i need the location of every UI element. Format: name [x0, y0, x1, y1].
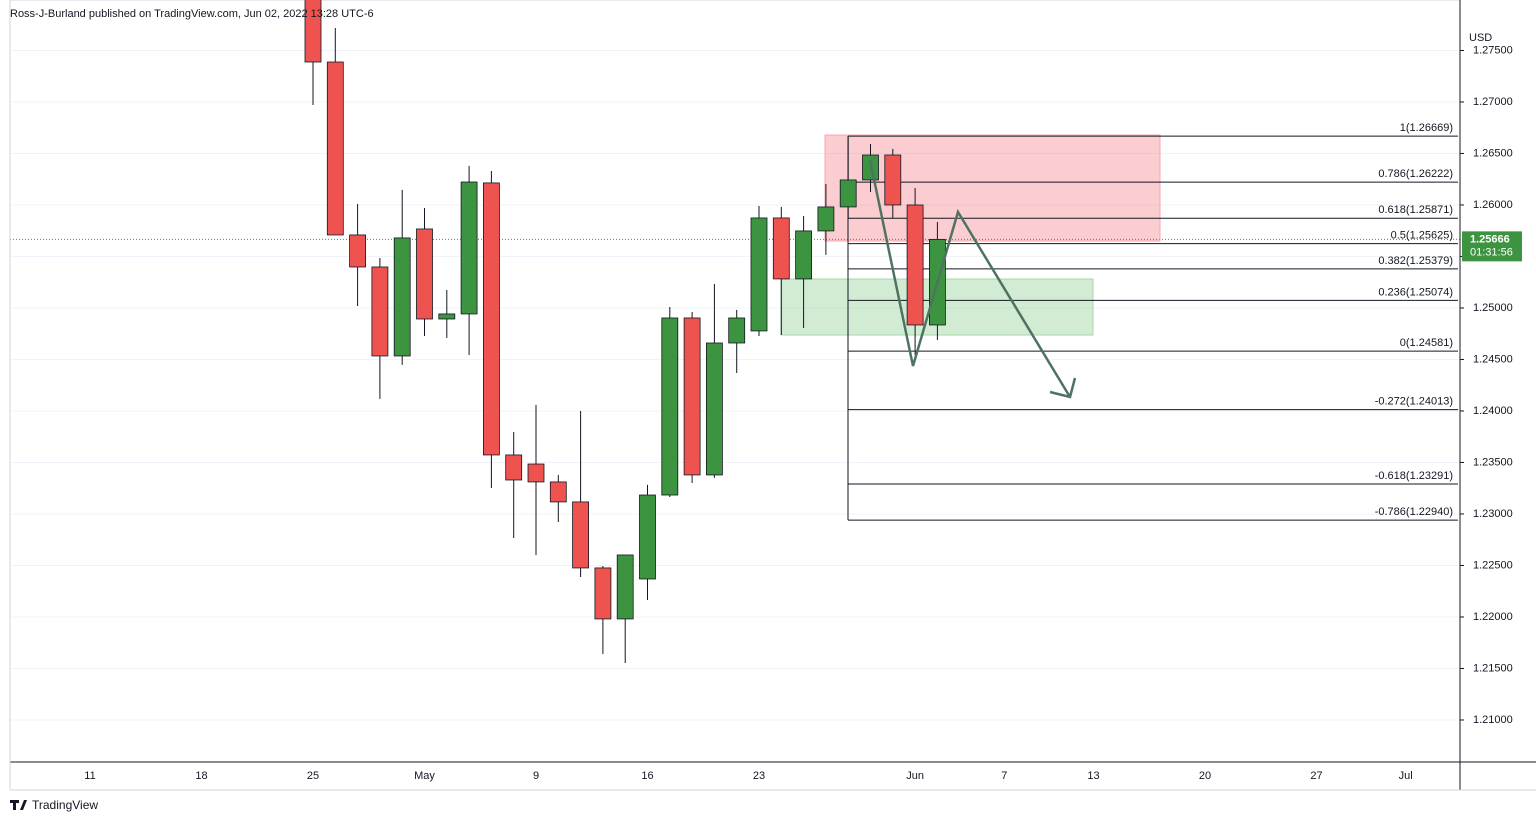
y-tick-label: 1.27500 [1473, 44, 1513, 56]
y-tick-label: 1.21000 [1473, 714, 1513, 726]
x-tick-label: 13 [1087, 770, 1099, 782]
y-tick-label: 1.26000 [1473, 199, 1513, 211]
candle-body [817, 206, 835, 232]
x-tick-label: 7 [1001, 770, 1007, 782]
supply-zone [824, 134, 1161, 242]
candle-body [438, 313, 456, 320]
fib-level-label: 0.5(1.25625) [1391, 230, 1453, 242]
fib-level-label: -0.618(1.23291) [1375, 470, 1453, 482]
y-tick-label: 1.23500 [1473, 456, 1513, 468]
fib-level-label: 0.236(1.25074) [1378, 286, 1453, 298]
candle-body [304, 0, 322, 63]
candle-body [393, 237, 411, 357]
fib-retracement: 1(1.26669) 0.786(1.26222) 0.618(1.25871) 0.… [847, 122, 1458, 521]
candle-body [683, 317, 701, 476]
candle-body [460, 181, 478, 315]
x-tick-label: Jul [1399, 770, 1413, 782]
candle-body [661, 317, 679, 496]
unit-bg [1462, 28, 1522, 46]
brand-text: TradingView [32, 798, 98, 812]
y-tick-label: 1.21500 [1473, 662, 1513, 674]
candle-body [505, 454, 523, 481]
x-tick-label: 18 [195, 770, 207, 782]
fib-level-label: 1(1.26669) [1400, 122, 1453, 134]
y-tick-label: 1.23000 [1473, 508, 1513, 520]
candle-body [795, 230, 812, 280]
candle-body [639, 494, 656, 580]
x-tick-label: 20 [1199, 770, 1211, 782]
x-tick-label: 27 [1310, 770, 1322, 782]
last-price-tag [1462, 231, 1522, 262]
y-tick-label: 1.27000 [1473, 96, 1513, 108]
candle-body [728, 317, 746, 344]
plot-area [9, 0, 1461, 763]
candle-body [706, 342, 723, 476]
candle-body [750, 217, 768, 332]
y-tick-label: 1.22500 [1473, 559, 1513, 571]
candle-body [772, 217, 790, 280]
projection-path [868, 159, 1072, 398]
logo-mark [10, 800, 27, 810]
y-tick-label: 1.24500 [1473, 353, 1513, 365]
candle-body [527, 463, 545, 483]
fib-level-label: 0(1.24581) [1400, 337, 1453, 349]
fib-level-label: -0.272(1.24013) [1375, 396, 1453, 408]
y-tick-label: 1.26500 [1473, 147, 1513, 159]
y-tick-label: 1.25000 [1473, 302, 1513, 314]
candle-body [906, 204, 924, 326]
arrow-head [1049, 377, 1077, 399]
x-tick-label: 16 [641, 770, 653, 782]
countdown-label: 01:31:56 [1470, 246, 1513, 258]
candle-body [482, 182, 500, 456]
x-tick-label: 11 [84, 770, 95, 782]
fib-level-label: -0.786(1.22940) [1375, 506, 1453, 518]
candle-body [884, 154, 902, 206]
candle-body [371, 266, 389, 357]
x-tick-label: 23 [753, 770, 765, 782]
last-price-label: 1.25666 [1470, 233, 1510, 245]
y-unit: USD [1469, 32, 1492, 44]
candle-body [594, 567, 612, 620]
candle-body [416, 228, 433, 320]
x-tick-label: May [414, 770, 435, 782]
fib-level-label: 0.618(1.25871) [1378, 204, 1453, 216]
y-tick-label: 1.24000 [1473, 405, 1513, 417]
candle-body [572, 501, 589, 569]
candle-body [326, 61, 344, 236]
fib-level-label: 0.786(1.26222) [1378, 168, 1453, 180]
candle-body [549, 481, 567, 503]
grid [10, 49, 1460, 721]
brand-logo: TradingView [10, 798, 98, 812]
candle-body [349, 234, 367, 268]
x-tick-label: Jun [906, 770, 924, 782]
x-tick-label: 25 [307, 770, 319, 782]
candle-body [839, 179, 857, 208]
y-tick-label: 1.22000 [1473, 611, 1513, 623]
publisher-header: Ross-J-Burland published on TradingView.… [10, 8, 374, 20]
axes: 1.275001.270001.265001.260001.255001.250… [84, 44, 1522, 782]
x-tick-label: 9 [533, 770, 539, 782]
fib-level-label: 0.382(1.25379) [1378, 255, 1453, 267]
candle-body [616, 554, 634, 620]
